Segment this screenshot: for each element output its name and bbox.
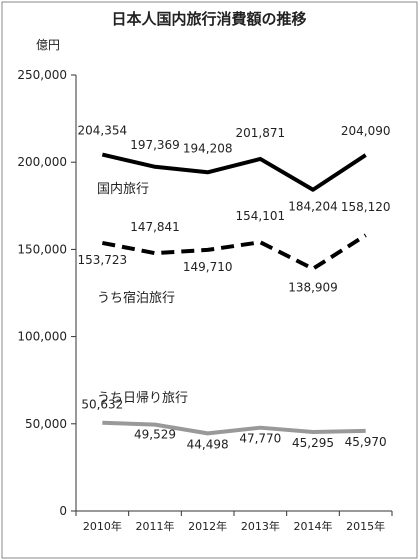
data-label: 204,090 (341, 124, 391, 138)
x-tick-label: 2013年 (241, 519, 280, 533)
unit-label: 億円 (36, 38, 60, 52)
x-tick-label: 2010年 (83, 519, 122, 533)
data-label: 204,354 (78, 124, 128, 138)
x-tick-label: 2011年 (136, 519, 175, 533)
y-tick-label: 100,000 (17, 330, 67, 344)
x-tick-label: 2014年 (294, 519, 333, 533)
series-line-2 (102, 420, 366, 436)
y-tick-label: 200,000 (17, 155, 67, 169)
series-name-label: うち宿泊旅行 (97, 290, 175, 306)
data-label: 153,723 (78, 253, 128, 267)
series-name-label: うち日帰り旅行 (97, 390, 188, 406)
chart-title: 日本人国内旅行消費額の推移 (111, 10, 306, 28)
series-line-1 (101, 233, 367, 271)
data-label: 147,841 (130, 220, 180, 234)
y-tick-label: 250,000 (17, 68, 67, 82)
series-lines (101, 152, 367, 436)
x-tick-label: 2012年 (188, 519, 227, 533)
data-label: 201,871 (236, 126, 286, 140)
series-name-label: 国内旅行 (97, 181, 149, 197)
data-label: 184,204 (288, 200, 338, 214)
data-label: 49,529 (134, 428, 176, 442)
data-label: 45,295 (292, 436, 334, 450)
data-label: 197,369 (130, 138, 180, 152)
axes: 0 50,000 100,000 150,000 200,000 250,000 2010年… (17, 68, 393, 533)
data-label: 45,970 (345, 435, 387, 449)
data-label: 138,909 (288, 281, 338, 295)
data-label: 44,498 (187, 437, 229, 451)
y-tick-label: 50,000 (25, 417, 67, 431)
data-label: 47,770 (239, 432, 281, 446)
data-label: 50,632 (81, 398, 123, 412)
series-line-0 (101, 152, 367, 192)
data-label: 158,120 (341, 200, 391, 214)
y-tick-label: 0 (59, 504, 67, 518)
data-label: 194,208 (183, 141, 233, 155)
data-label: 149,710 (183, 260, 233, 274)
data-label: 154,101 (236, 209, 286, 223)
y-tick-label: 150,000 (17, 242, 67, 256)
x-tick-label: 2015年 (346, 519, 385, 533)
